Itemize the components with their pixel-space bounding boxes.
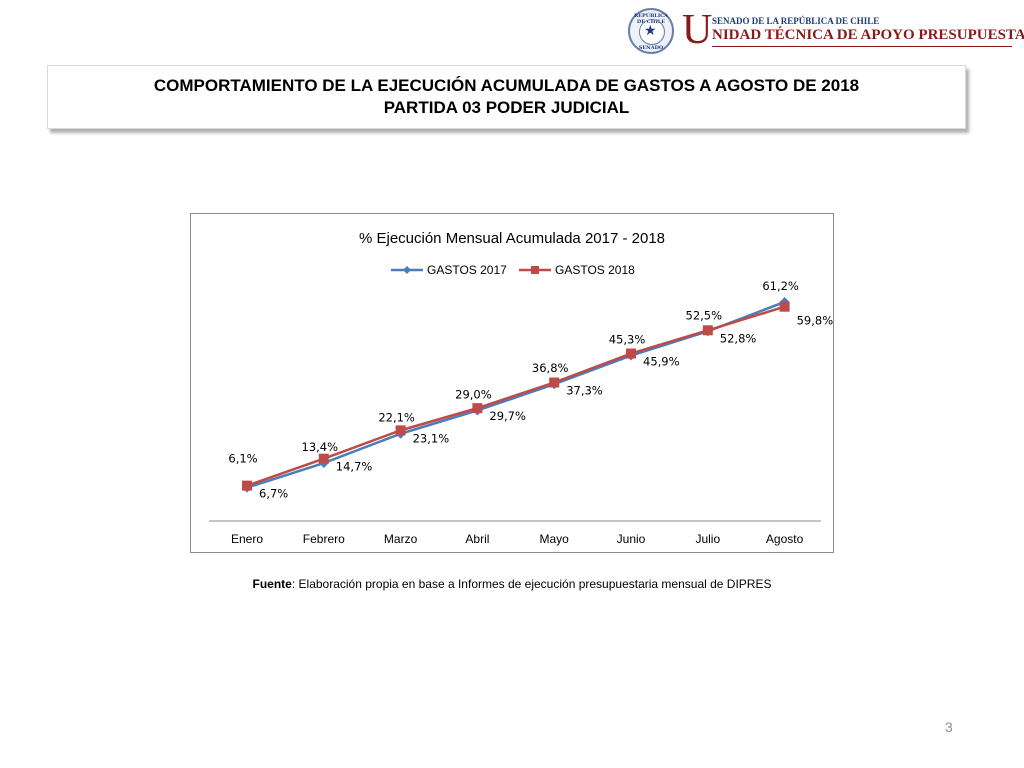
x-tick-label: Febrero [303,532,345,546]
data-label-2017: 45,3% [609,333,646,347]
data-label-2018: 14,7% [336,460,373,474]
x-tick-label: Mayo [540,532,570,546]
logo-letter: U [682,7,713,53]
data-label-2018: 45,9% [643,355,680,369]
senate-seal-icon: REPÚBLICA DE CHILE ★ SENADO [628,8,674,54]
page-number: 3 [945,719,953,735]
logo-unidad-text: NIDAD TÉCNICA DE APOYO PRESUPUESTARIO [712,27,1024,43]
data-label-2018: 37,3% [566,384,603,398]
x-tick-label: Enero [231,532,263,546]
x-tick-label: Julio [695,532,720,546]
data-point-2018 [318,453,329,464]
data-label-2017: 36,8% [532,361,569,375]
data-label-2018: 59,8% [797,314,833,328]
data-point-2018 [472,403,483,414]
legend-label: GASTOS 2018 [555,263,635,277]
slide-subtitle: PARTIDA 03 PODER JUDICIAL [383,98,630,117]
data-label-2017: 6,1% [228,452,257,466]
data-label-2018: 52,8% [720,331,757,345]
data-label-2017: 13,4% [302,440,339,454]
legend-marker [403,266,411,274]
plot-area: 6,1% 13,4% 22,1% 29,0% 36,8% 45,3% 52,5% 61,2% 6… [228,279,833,501]
line-chart: % Ejecución Mensual Acumulada 2017 - 201… [190,213,834,553]
data-point-2018 [549,377,560,388]
x-tick-label: Marzo [384,532,418,546]
chart-legend: GASTOS 2017 GASTOS 2018 [391,263,635,277]
data-point-2018 [702,325,713,336]
series-line-2 [246,305,785,487]
seal-bottom-text: SENADO [638,45,664,51]
data-point-2018 [626,348,636,359]
chart-svg: % Ejecución Mensual Acumulada 2017 - 201… [209,230,833,546]
x-tick-label: Abril [465,532,489,546]
source-text: : Elaboración propia en base a Informes … [291,577,772,591]
data-point-2018 [395,425,406,436]
data-point-2018 [779,301,790,312]
senate-logo: REPÚBLICA DE CHILE ★ SENADO U SENADO DE … [628,7,1024,56]
slide-title: COMPORTAMIENTO DE LA EJECUCIÓN ACUMULADA… [153,76,860,95]
x-axis-ticks: Enero Febrero Marzo Abril Mayo Junio Julio Agos… [231,532,804,546]
legend-label: GASTOS 2017 [427,263,507,277]
x-tick-label: Agosto [766,532,804,546]
chart-title: % Ejecución Mensual Acumulada 2017 - 201… [359,230,665,247]
x-tick-label: Junio [617,532,646,546]
logo-senado-text: SENADO DE LA REPÚBLICA DE CHILE [712,16,880,26]
data-label-2017: 61,2% [762,279,799,293]
slide-title-box: COMPORTAMIENTO DE LA EJECUCIÓN ACUMULADA… [47,65,966,129]
data-label-2018: 6,7% [259,487,288,501]
source-label: Fuente [252,577,292,591]
data-label-2017: 29,0% [455,387,492,401]
legend-marker [531,266,539,274]
data-label-2017: 22,1% [378,411,415,425]
data-label-2018: 29,7% [489,409,526,423]
data-label-2017: 52,5% [686,308,723,322]
data-point-2018 [242,480,252,491]
data-label-2018: 23,1% [413,431,450,445]
source-note: Fuente: Elaboración propia en base a Inf… [0,577,1024,591]
